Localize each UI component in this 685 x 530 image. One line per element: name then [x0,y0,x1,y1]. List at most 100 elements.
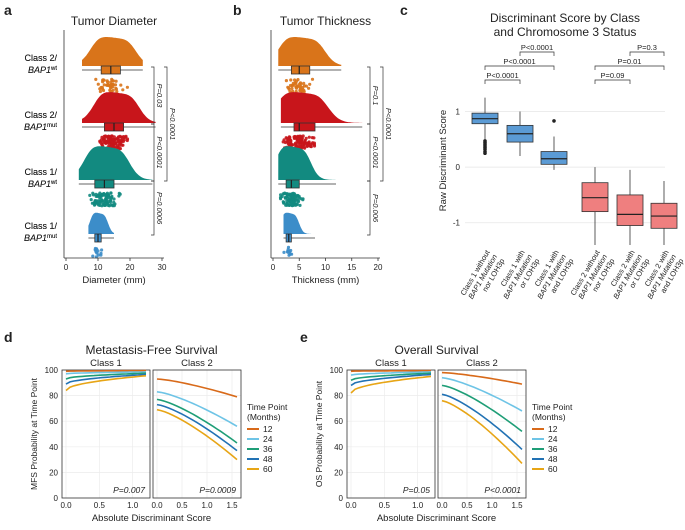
data-point [111,204,115,208]
x-tick-label: 0.5 [94,501,106,510]
p-value-label: P<0.0001 [371,136,380,168]
series-line-24 [65,371,147,375]
legend-title: Time Point [532,402,573,412]
data-point [110,140,114,144]
gene-status: wt [50,66,57,72]
data-point [104,195,109,200]
data-point [115,143,120,148]
box-5 [616,194,644,226]
series-line-12 [350,369,432,373]
data-point [106,83,110,87]
comparison-bracket [594,79,631,84]
data-point [284,79,288,83]
comparison-bracket [519,51,555,56]
data-point [302,84,307,88]
y-axis-title: OS Probability at Time Point [314,380,324,487]
data-point [285,194,289,198]
data-point [283,196,287,200]
gene-status: mut [47,234,57,240]
series-line-48 [350,373,432,387]
p-value-label: P=0.09 [601,71,625,80]
data-point [302,88,306,92]
box-3 [540,151,568,165]
data-point [289,78,293,82]
comparison-bracket [629,51,665,56]
x-tick-label: 5 [297,263,302,272]
p-value-label: P=0.01 [618,57,642,66]
data-point [99,251,103,255]
data-point [108,89,112,93]
gene-name: BAP1 [24,233,47,243]
data-point [294,86,299,90]
facet-label: Class 1 [375,358,407,369]
series-line-12 [441,371,523,385]
legend-title: (Months) [532,412,566,422]
data-point [91,193,96,197]
series-line-48 [65,373,147,385]
data-point [107,141,111,145]
y-tick-label: 60 [334,417,343,426]
data-point [290,192,294,196]
x-tick-label: 0 [64,263,69,272]
comparison-bracket [380,66,384,182]
data-point [104,199,108,203]
row-label-gene: BAP1wt [28,179,57,189]
data-point [115,90,119,94]
comparison-bracket [367,123,371,182]
series-line-60 [156,408,238,461]
density-ridge-3 [278,146,336,180]
data-point [109,191,113,195]
data-point [303,146,307,150]
facet-label: Class 1 [90,358,122,369]
data-point [294,81,298,86]
p-value-label: P=0.1 [371,86,380,106]
data-point [287,86,291,90]
row-label-class: Class 2/ [24,53,57,63]
outlier-point [483,139,487,143]
data-point [305,144,309,148]
gene-status: mut [47,123,57,129]
p-value-label: P=0.007 [113,485,145,495]
y-tick-label: 1 [456,107,461,116]
category-label: Class 1 withoutBAP1 Mutationnor LOH3p [459,248,507,306]
p-value-label: P<0.0001 [155,136,164,168]
data-point [100,140,104,144]
panel-d-metastasis-free-survival: Metastasis-Free Survival MFS Probability … [29,343,288,524]
chart-title: Tumor Thickness [280,14,371,28]
data-point [296,135,300,139]
x-axis-title: Diameter (mm) [82,275,145,286]
data-point [301,197,305,201]
x-tick-label: 0.0 [151,501,163,510]
gene-name: BAP1 [28,179,51,189]
comparison-bracket [151,123,155,182]
panel-label-b: b [233,2,242,18]
data-point [292,200,296,204]
data-point [118,141,122,145]
comparison-bracket [484,79,521,84]
box-2 [293,122,316,132]
y-tick-label: 60 [49,417,58,426]
data-point [279,193,283,197]
data-point [125,85,129,89]
facet-label: Class 2 [466,358,498,369]
row-label-gene: BAP1wt [28,65,57,75]
y-tick-label: 0 [456,163,461,172]
data-point [308,82,312,86]
row-label-class: Class 1/ [24,167,57,177]
legend-title: (Months) [247,412,281,422]
data-point [302,81,306,85]
p-value-label: P<0.0001 [484,485,521,495]
data-point [295,203,299,207]
data-point [111,85,115,89]
panel-e-overall-survival: Overall Survival OS Probability at Time P… [314,343,573,524]
data-point [106,203,110,207]
data-point [307,86,311,90]
data-point [114,79,118,83]
data-point [105,192,109,197]
data-point [282,250,286,254]
facet-frame [346,369,436,499]
category-label: Class 2 withoutBAP1 Mutationnor LOH3p [569,248,617,306]
x-tick-label: 0.5 [461,501,473,510]
y-axis-title: MFS Probability at Time Point [29,377,39,490]
